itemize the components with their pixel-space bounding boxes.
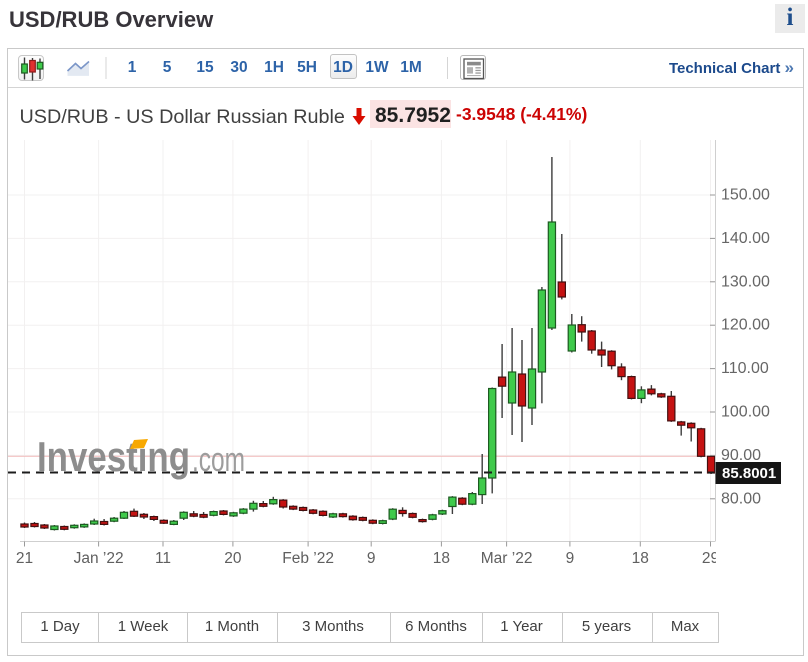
- svg-text:130.00: 130.00: [721, 273, 770, 290]
- svg-text:85.8001: 85.8001: [722, 465, 776, 482]
- svg-text:Mar ’22: Mar ’22: [481, 550, 533, 567]
- svg-text:11: 11: [155, 550, 171, 567]
- svg-text:80.00: 80.00: [721, 490, 761, 507]
- svg-text:150.00: 150.00: [721, 187, 770, 204]
- svg-text:18: 18: [433, 550, 450, 567]
- svg-text:100.00: 100.00: [721, 404, 770, 421]
- svg-text:21: 21: [16, 550, 33, 567]
- svg-text:9: 9: [566, 550, 575, 567]
- svg-text:140.00: 140.00: [721, 230, 770, 247]
- svg-text:29: 29: [702, 550, 719, 567]
- svg-text:9: 9: [367, 550, 376, 567]
- svg-text:120.00: 120.00: [721, 317, 770, 334]
- svg-text:20: 20: [224, 550, 242, 567]
- svg-text:110.00: 110.00: [721, 360, 769, 377]
- svg-text:Jan ’22: Jan ’22: [74, 550, 124, 567]
- svg-text:18: 18: [632, 550, 649, 567]
- svg-text:Feb ’22: Feb ’22: [282, 550, 334, 567]
- svg-text:90.00: 90.00: [721, 447, 761, 464]
